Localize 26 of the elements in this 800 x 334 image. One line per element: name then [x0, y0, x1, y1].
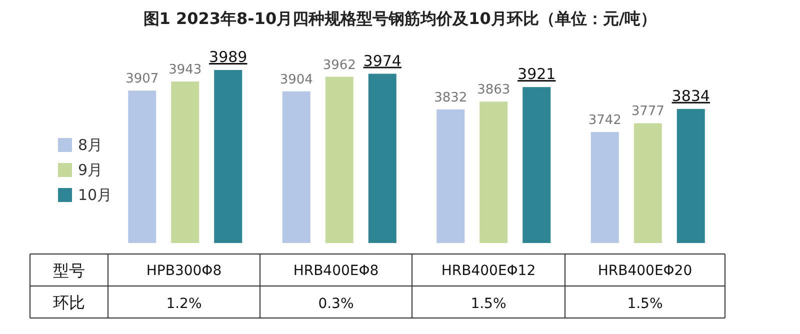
data-label: 3989 — [209, 48, 248, 66]
data-label: 3777 — [631, 104, 664, 120]
text: 0.3% — [318, 296, 354, 312]
data-label: 3974 — [363, 52, 402, 70]
chart-title: 图1 2023年8-10月四种规格型号钢筋均价及10月环比（单位：元/吨） — [143, 9, 657, 28]
text: 环比 — [53, 293, 85, 312]
x-tick-label: HPB300Φ8 — [146, 263, 222, 279]
legend-label: 8月 — [78, 136, 103, 154]
data-label: 3863 — [477, 82, 510, 98]
data-label: 3834 — [672, 86, 710, 105]
data-label: 3904 — [280, 72, 313, 88]
data-label: 3921 — [518, 65, 556, 84]
data-label: 3832 — [434, 90, 468, 106]
x-tick-label: HRB400EΦ12 — [441, 263, 536, 279]
text: 1.5% — [627, 296, 663, 312]
x-tick-label: HRB400EΦ8 — [293, 263, 379, 279]
data-label: 3742 — [588, 113, 622, 128]
x-tick-label: HRB400EΦ20 — [598, 263, 692, 279]
text: 1.5% — [470, 296, 506, 312]
data-label: 3907 — [126, 72, 159, 87]
legend-label: 10月 — [78, 186, 112, 204]
legend-label: 9月 — [78, 161, 103, 179]
text: 1.2% — [166, 296, 202, 312]
x-axis-title: 型号 — [53, 261, 85, 280]
data-label: 3962 — [322, 58, 356, 73]
data-label: 3943 — [168, 62, 202, 78]
